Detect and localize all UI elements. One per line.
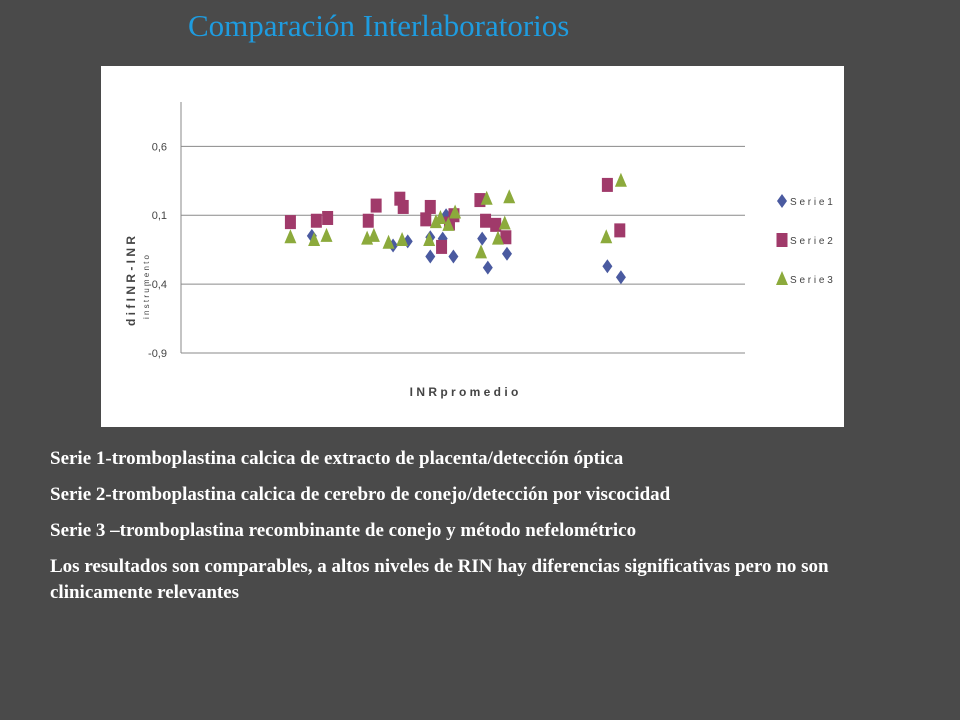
serie-3-point: [442, 216, 455, 231]
x-axis-label: I N R p r o m e d i o: [410, 385, 519, 399]
serie-2-point: [614, 223, 626, 238]
note-serie-2: Serie 2-tromboplastina calcica de cerebr…: [50, 484, 671, 505]
series-notes: Serie 1-tromboplastina calcica de extrac…: [50, 446, 930, 616]
serie-3-point: [480, 190, 493, 205]
y-tick-labels: 0,6 0,1 -0,4 -0,9: [148, 141, 167, 360]
serie-1-point: [306, 228, 317, 243]
gridlines: [181, 145, 745, 354]
serie-1-point: [501, 246, 512, 261]
serie-1-point: [477, 231, 488, 246]
serie-1-point: [482, 260, 493, 275]
y-axis-label: d i f I N R - I N R: [124, 236, 138, 326]
note-conclusion: Los resultados son comparables, a altos …: [50, 556, 829, 603]
serie-2-point: [362, 213, 374, 228]
y-tick-label: 0,6: [152, 141, 167, 153]
serie-2-point: [601, 177, 613, 192]
serie-2-point: [490, 217, 502, 232]
note-serie-3: Serie 3 –tromboplastina recombinante de …: [50, 520, 637, 541]
serie-2-point: [436, 239, 448, 254]
serie-2-point: [474, 193, 486, 208]
serie-1-point: [425, 249, 436, 264]
y-tick-label: -0,9: [148, 348, 167, 360]
serie-2-point: [284, 215, 296, 230]
y-axis-sublabel: i n s t r u m e n t o: [142, 254, 151, 319]
serie-1-point: [448, 249, 459, 264]
serie-3-point: [498, 215, 511, 230]
serie-3-point: [491, 230, 504, 245]
chart-svg: 0,60,1-0,4-0,9 S e r i e 1S e r i e 2S e…: [124, 102, 833, 399]
legend-marker-serie-1: [777, 194, 787, 208]
y-axis-label-group: d i f I N R - I N R i n s t r u m e n t …: [124, 236, 151, 326]
serie-3-point: [449, 204, 462, 219]
serie-2-point: [500, 230, 512, 245]
serie-3-point: [503, 189, 516, 204]
serie-2-point: [322, 210, 334, 225]
serie-3-point: [600, 229, 613, 244]
serie-2-point: [397, 199, 409, 214]
serie-3-point: [614, 172, 627, 187]
y-tick-label: -0,4: [148, 279, 167, 291]
serie-3-point: [396, 232, 409, 247]
serie-3-point: [367, 227, 380, 242]
legend-label-serie-3: S e r i e 3: [790, 275, 833, 286]
serie-2-point: [424, 199, 436, 214]
legend: S e r i e 1 S e r i e 2 S e r i e 3: [776, 194, 833, 286]
serie-3-point: [475, 244, 488, 259]
serie-2-point: [310, 213, 322, 228]
serie-3-point: [434, 209, 447, 224]
y-tick-label: 0,1: [152, 210, 167, 222]
legend-label-serie-2: S e r i e 2: [790, 236, 833, 247]
serie-2-point: [370, 198, 382, 213]
serie-3-point: [320, 227, 333, 242]
serie-3-point: [284, 229, 297, 244]
serie-3-point: [308, 232, 321, 247]
serie-1-point: [615, 270, 626, 285]
serie-3-point: [382, 234, 395, 249]
legend-marker-serie-3: [776, 271, 788, 285]
serie-3-point: [423, 232, 436, 247]
note-serie-1: Serie 1-tromboplastina calcica de extrac…: [50, 448, 624, 469]
serie-1-point: [602, 259, 613, 274]
data-points: [284, 172, 627, 285]
legend-marker-serie-2: [776, 233, 788, 247]
serie-2-point: [394, 191, 406, 206]
serie-2-point: [420, 212, 432, 227]
slide-title: Comparación Interlaboratorios: [188, 8, 570, 43]
serie-2-point: [480, 213, 492, 228]
legend-label-serie-1: S e r i e 1: [790, 197, 833, 208]
